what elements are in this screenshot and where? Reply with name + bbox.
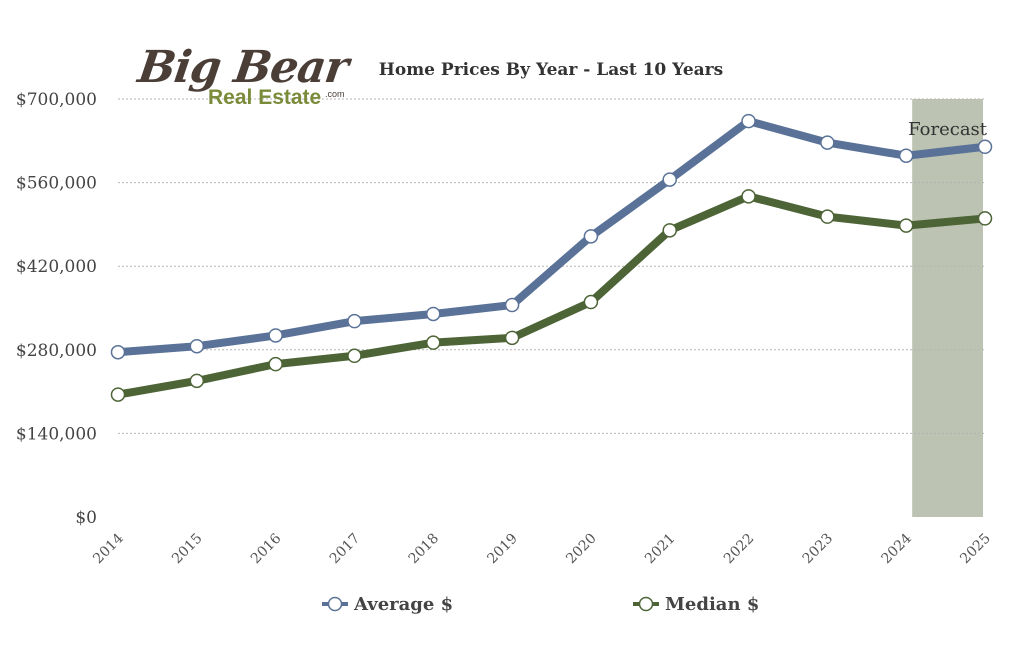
data-point-average [426, 306, 441, 322]
data-point-median [110, 387, 126, 402]
data-point-average [662, 172, 677, 187]
data-point-median [583, 294, 599, 310]
chart-title: Home Prices By Year - Last 10 Years [379, 60, 723, 80]
x-tick-label: 2019 [484, 531, 521, 568]
logo-real-estate: Real Estate [208, 86, 321, 109]
data-point-median [347, 348, 362, 364]
x-tick-label: 2014 [90, 530, 127, 567]
legend-label-average: Average $ [353, 594, 453, 615]
x-tick-label: 2015 [169, 531, 206, 568]
forecast-band [912, 99, 983, 517]
data-point-average [741, 113, 756, 129]
series-line-median [114, 192, 989, 399]
data-point-median [741, 189, 756, 204]
x-tick-label: 2025 [957, 531, 994, 568]
data-point-average [583, 229, 599, 244]
y-tick-label: $700,000 [16, 90, 97, 110]
x-tick-label: 2018 [406, 531, 443, 568]
x-tick-label: 2022 [721, 531, 758, 568]
y-tick-label: $140,000 [16, 424, 97, 444]
data-point-median [662, 223, 677, 238]
x-tick-label: 2017 [327, 531, 364, 568]
x-tick-label: 2020 [563, 531, 600, 568]
data-point-median [268, 356, 283, 372]
logo-dotcom: .com [325, 89, 345, 99]
big-bear-logo: Big Bear Real Estate .com [133, 41, 355, 109]
x-tick-label: 2024 [878, 530, 915, 567]
x-tick-label: 2023 [800, 531, 837, 568]
series-line-average [114, 117, 989, 357]
data-point-median [898, 218, 914, 233]
y-tick-label: $280,000 [16, 341, 97, 361]
data-point-median [977, 211, 993, 226]
data-point-median [189, 373, 205, 389]
data-point-average [820, 135, 835, 150]
data-point-average [189, 338, 205, 354]
legend-marker-median [638, 596, 654, 612]
logo-big-bear: Big Bear [133, 41, 355, 93]
x-tick-label: 2021 [642, 531, 679, 568]
data-point-average [268, 328, 283, 343]
forecast-label: Forecast [908, 119, 988, 140]
data-point-average [347, 313, 362, 329]
legend-label-median: Median $ [665, 594, 759, 615]
y-tick-label: $560,000 [16, 174, 97, 194]
data-point-average [110, 344, 126, 360]
y-tick-label: $0 [75, 508, 97, 528]
data-point-average [504, 297, 520, 313]
data-point-median [820, 209, 835, 224]
x-tick-label: 2016 [248, 530, 285, 567]
data-point-median [426, 335, 441, 350]
legend-marker-average [327, 596, 343, 612]
y-tick-label: $420,000 [16, 257, 97, 277]
data-point-average [898, 148, 914, 163]
data-point-average [977, 139, 993, 155]
data-point-median [504, 330, 520, 346]
